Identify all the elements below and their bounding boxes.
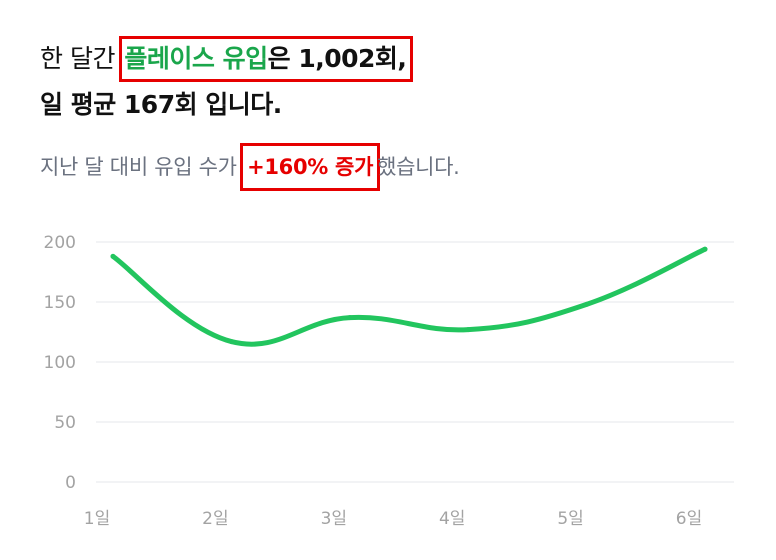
subline: 지난 달 대비 유입 수가 +160% 증가 했습니다. <box>40 143 460 191</box>
line-chart: 200 150 100 50 0 1일 2일 3일 4일 5일 6일 <box>44 233 734 529</box>
headline: 한 달간 플레이스 유입은 1,002회, 일 평균 167회 입니다. <box>40 36 740 128</box>
headline-prefix: 한 달간 <box>40 44 123 73</box>
x-tick-label: 5일 <box>557 509 583 529</box>
x-tick-label: 3일 <box>321 509 347 529</box>
x-tick-label: 1일 <box>84 509 110 529</box>
increase-highlight: +160% 증가 <box>240 143 381 191</box>
x-tick-label: 2일 <box>202 509 228 529</box>
headline-total: 은 1,002회, <box>267 44 407 73</box>
data-point <box>465 327 471 333</box>
data-point <box>228 339 234 345</box>
y-tick-label: 50 <box>54 413 76 433</box>
subline-suffix: 했습니다. <box>377 155 460 179</box>
highlight-box-total: 플레이스 유입은 1,002회, <box>119 36 414 82</box>
subline-prefix: 지난 달 대비 유입 수가 <box>40 155 244 179</box>
data-point <box>584 301 590 307</box>
data-point <box>110 253 116 259</box>
y-axis-ticks: 200 150 100 50 0 <box>44 233 76 493</box>
x-tick-label: 6일 <box>676 509 702 529</box>
data-point <box>702 246 708 252</box>
grid-lines <box>96 241 734 483</box>
series-layer <box>110 246 708 347</box>
x-tick-label: 4일 <box>439 509 465 529</box>
headline-line-1: 한 달간 플레이스 유입은 1,002회, <box>40 36 740 82</box>
data-point <box>347 315 353 321</box>
y-tick-label: 150 <box>44 293 76 313</box>
y-tick-label: 100 <box>44 353 76 373</box>
x-axis-ticks: 1일 2일 3일 4일 5일 6일 <box>84 509 702 529</box>
headline-line-2: 일 평균 167회 입니다. <box>40 90 282 119</box>
series-line <box>110 246 708 347</box>
y-tick-label: 0 <box>65 473 76 493</box>
headline-accent: 플레이스 유입 <box>124 44 268 73</box>
y-tick-label: 200 <box>44 233 76 253</box>
